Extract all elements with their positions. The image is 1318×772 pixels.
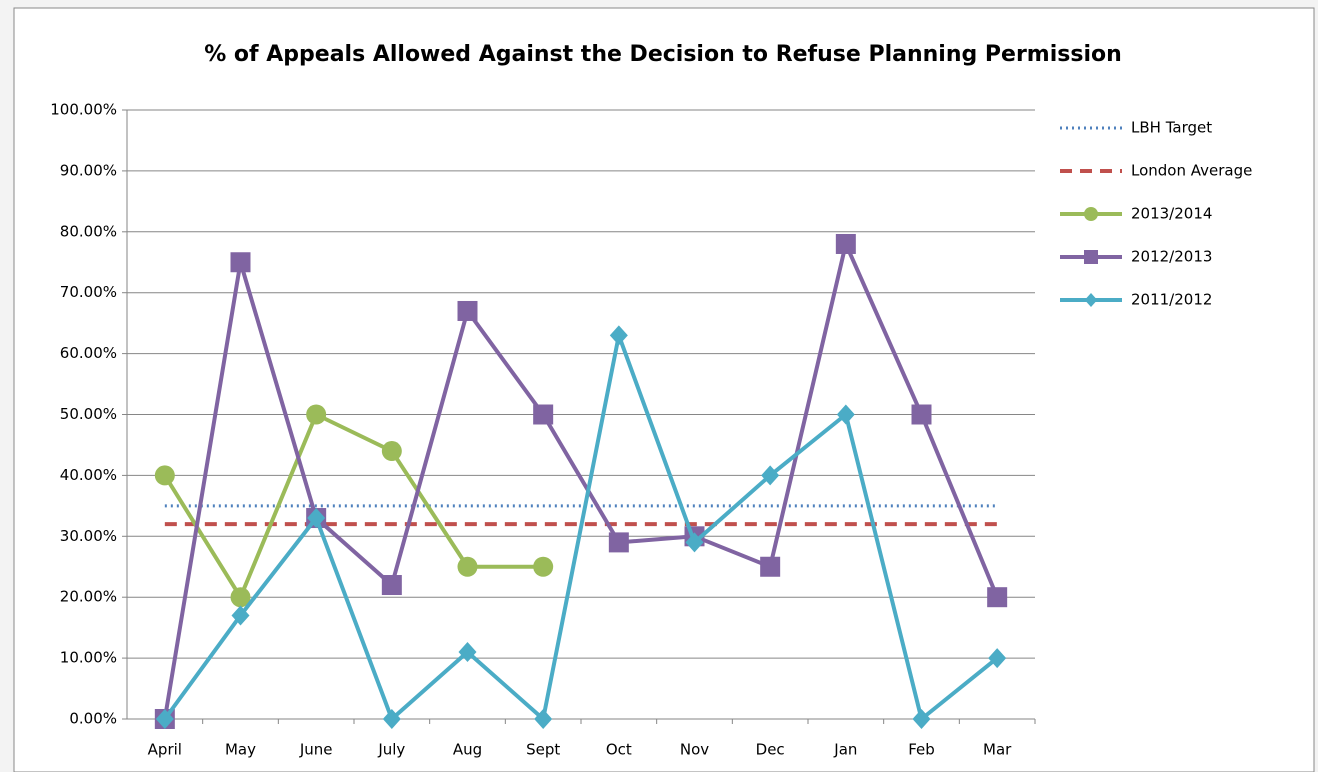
data-point: [457, 300, 478, 321]
data-point: [685, 532, 704, 553]
x-tick-label: Sept: [526, 741, 560, 759]
data-point: [457, 556, 478, 577]
data-point: [835, 233, 856, 254]
data-point: [608, 532, 629, 553]
legend-marker: [1084, 207, 1098, 221]
data-point: [231, 605, 250, 626]
data-point: [381, 441, 402, 462]
data-point: [912, 709, 931, 729]
data-point: [534, 709, 553, 729]
x-tick-label: Feb: [908, 741, 935, 759]
data-point: [988, 648, 1007, 669]
x-tick-label: June: [299, 741, 333, 759]
y-tick-label: 100.00%: [50, 101, 117, 119]
data-point: [987, 587, 1008, 608]
chart-title: % of Appeals Allowed Against the Decisio…: [204, 42, 1122, 67]
legend-label: 2012/2013: [1131, 248, 1212, 266]
y-tick-label: 30.00%: [60, 527, 117, 545]
y-tick-label: 10.00%: [60, 649, 117, 667]
series-line: [162, 241, 1000, 720]
data-point: [911, 404, 932, 425]
y-tick-label: 70.00%: [60, 283, 117, 301]
y-tick-label: 90.00%: [60, 161, 117, 179]
data-point: [381, 575, 402, 596]
x-tick-label: Nov: [680, 741, 709, 759]
data-point: [458, 642, 477, 663]
data-point: [836, 404, 855, 425]
y-tick-label: 80.00%: [60, 222, 117, 240]
legend-marker: [1084, 250, 1098, 264]
x-tick-label: Oct: [606, 741, 632, 759]
x-tick-label: Jan: [833, 741, 857, 759]
series-line: [163, 412, 544, 600]
data-point: [761, 465, 780, 486]
data-point: [230, 252, 251, 273]
data-point: [230, 587, 251, 608]
y-tick-label: 50.00%: [60, 405, 117, 423]
data-point: [533, 556, 554, 577]
x-tick-label: July: [377, 741, 405, 759]
chart-area: [13, 7, 1315, 772]
x-tick-label: Aug: [453, 741, 482, 759]
y-tick-label: 20.00%: [60, 588, 117, 606]
y-tick-label: 0.00%: [69, 710, 117, 728]
y-tick-label: 40.00%: [60, 466, 117, 484]
data-point: [154, 465, 175, 486]
y-tick-label: 60.00%: [60, 344, 117, 362]
x-tick-label: Dec: [756, 741, 785, 759]
data-point: [307, 508, 326, 529]
data-point: [306, 404, 327, 425]
series-line: [163, 333, 999, 721]
data-point: [382, 709, 401, 729]
legend-label: London Average: [1131, 162, 1252, 180]
legend-label: LBH Target: [1131, 119, 1212, 137]
data-point: [155, 709, 174, 729]
legend-label: 2011/2012: [1131, 291, 1212, 309]
x-tick-label: Mar: [983, 741, 1012, 759]
legend-label: 2013/2014: [1131, 205, 1212, 223]
data-point: [760, 556, 781, 577]
x-tick-label: April: [148, 741, 182, 759]
data-point: [609, 325, 628, 346]
x-tick-label: May: [225, 741, 256, 759]
legend-marker: [1084, 293, 1098, 307]
data-point: [533, 404, 554, 425]
